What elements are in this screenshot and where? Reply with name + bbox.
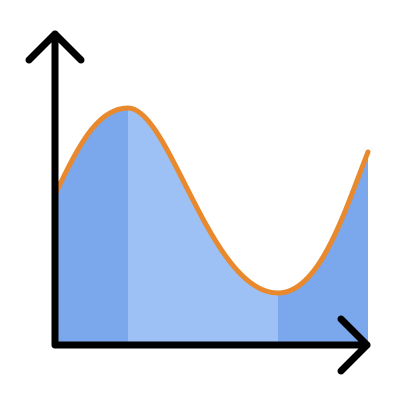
x-axis-arrow <box>337 315 371 375</box>
curve <box>52 105 371 296</box>
area-right <box>278 108 368 345</box>
area <box>55 108 368 345</box>
y-axis-arrow <box>25 30 85 64</box>
axes <box>25 30 371 375</box>
